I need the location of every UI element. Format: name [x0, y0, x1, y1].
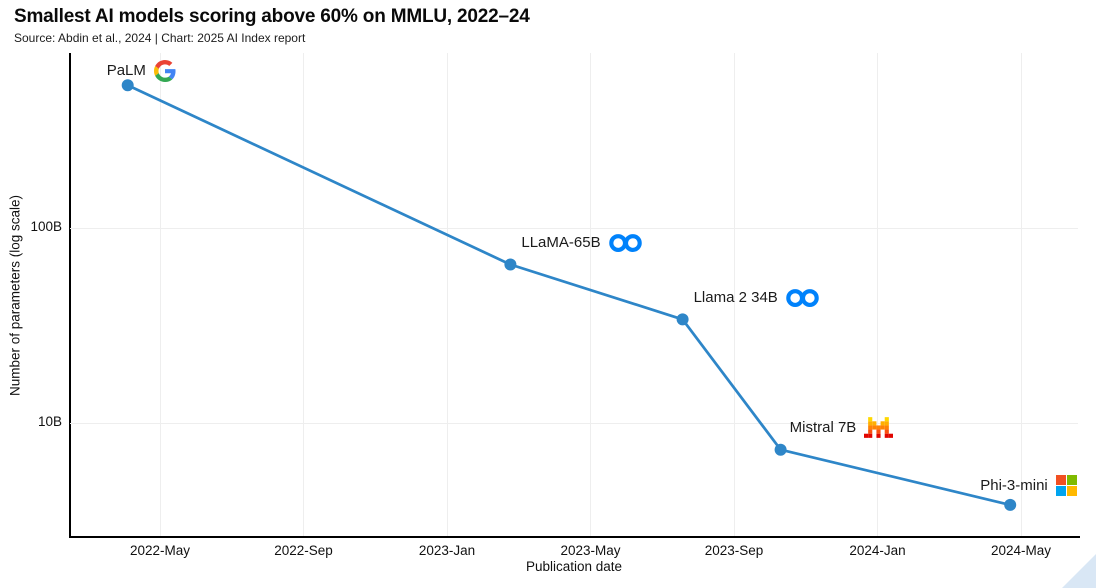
- y-tick-label: 10B: [37, 414, 62, 429]
- data-point-label: LLaMA-65B: [521, 231, 642, 255]
- y-gridline: [70, 422, 1078, 424]
- corner-decoration: [1062, 554, 1096, 588]
- x-tick-label: 2024-May: [990, 543, 1052, 558]
- x-tick-label: 2022-Sep: [274, 543, 333, 558]
- x-gridline: [1020, 53, 1022, 536]
- x-gridline: [446, 53, 448, 536]
- x-tick-label: 2023-Sep: [704, 543, 764, 558]
- x-tick-label: 2022-May: [129, 543, 191, 558]
- x-tick-label: 2024-Jan: [849, 543, 906, 558]
- mistral-logo-icon: [864, 417, 894, 438]
- axis-lines: [69, 53, 1080, 538]
- model-name: PaLM: [106, 62, 146, 80]
- model-name: LLaMA-65B: [521, 234, 601, 252]
- x-gridline: [303, 53, 304, 536]
- y-axis-title: Number of parameters (log scale): [7, 194, 23, 397]
- google-logo-icon: [153, 60, 176, 83]
- model-name: Phi-3-mini: [980, 476, 1048, 494]
- y-tick-label: 100B: [30, 219, 62, 234]
- x-axis-title: Publication date: [525, 559, 623, 574]
- x-gridline: [877, 53, 878, 536]
- x-tick-label: 2023-May: [560, 543, 621, 558]
- chart-source: Source: Abdin et al., 2024 | Chart: 2025…: [14, 31, 306, 45]
- chart-title: Smallest AI models scoring above 60% on …: [14, 6, 530, 27]
- x-gridline: [159, 53, 161, 536]
- x-gridline: [590, 53, 591, 536]
- data-point-label: Phi-3-mini: [980, 474, 1077, 498]
- data-point-label: Mistral 7B: [790, 416, 894, 440]
- model-name: Mistral 7B: [789, 418, 857, 436]
- meta-logo-icon: [608, 231, 642, 255]
- data-point-label: Llama 2 34B: [694, 286, 819, 310]
- y-gridline: [70, 227, 1078, 229]
- x-tick-label: 2023-Jan: [418, 543, 476, 558]
- data-point-label: PaLM: [107, 59, 176, 83]
- meta-logo-icon: [786, 286, 819, 310]
- microsoft-logo-icon: [1055, 475, 1077, 497]
- model-name: Llama 2 34B: [693, 289, 778, 307]
